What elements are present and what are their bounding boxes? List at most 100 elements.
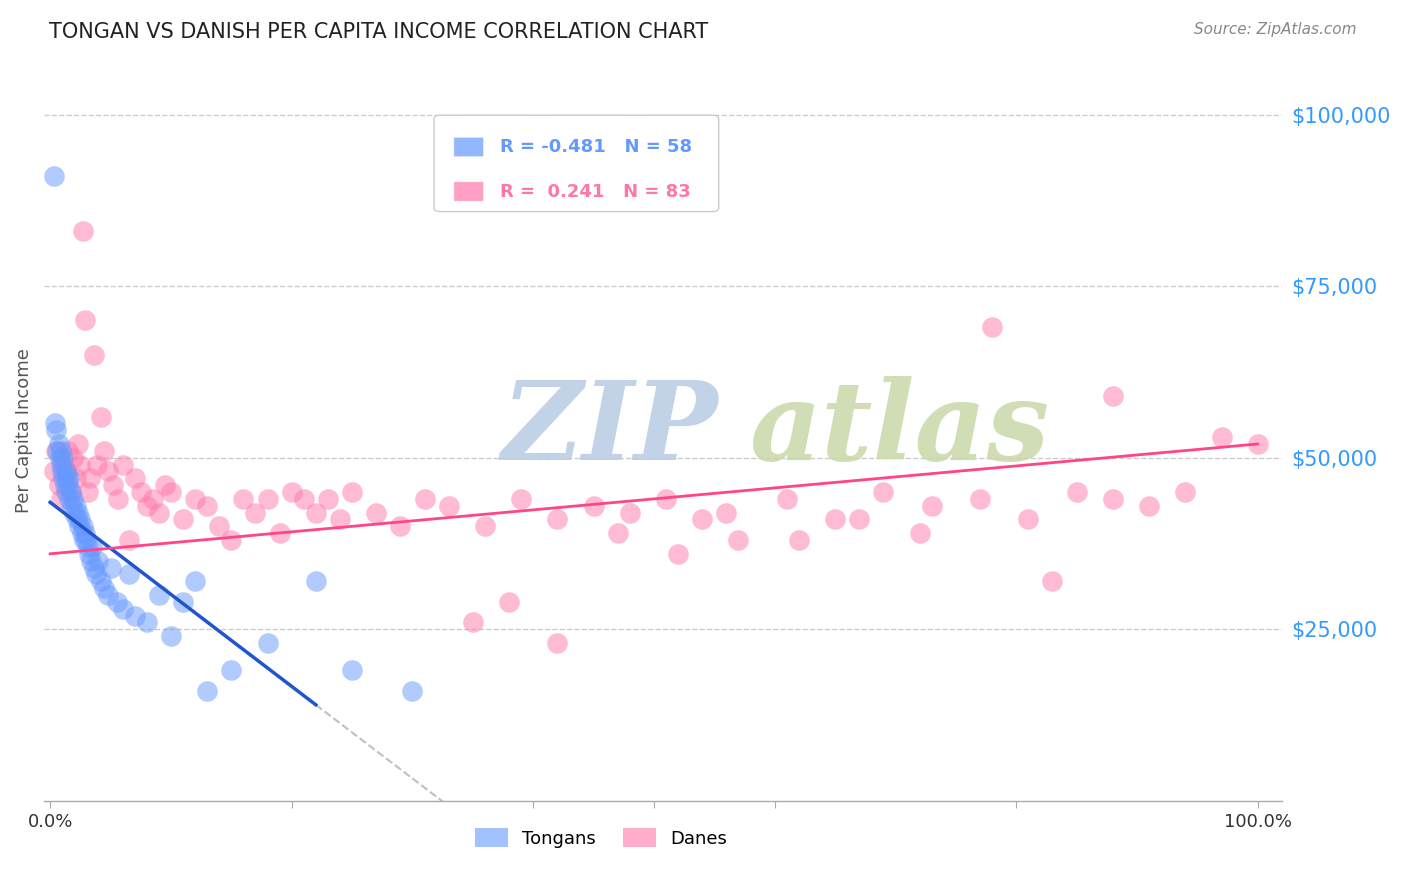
Tongans [66,506,89,520]
Tongans [62,491,84,506]
Danes [101,478,124,492]
Danes [969,491,991,506]
Tongans [76,540,98,554]
Danes [79,471,101,485]
Danes [93,443,115,458]
Text: TONGAN VS DANISH PER CAPITA INCOME CORRELATION CHART: TONGAN VS DANISH PER CAPITA INCOME CORRE… [49,22,709,42]
Danes [981,320,1004,334]
Danes [716,506,738,520]
Danes [619,506,641,520]
Danes [172,512,194,526]
Tongans [45,423,67,437]
Danes [1042,574,1064,589]
Danes [329,512,352,526]
Danes [316,491,339,506]
Tongans [49,443,72,458]
Danes [59,485,82,500]
Danes [52,458,75,472]
Tongans [100,560,122,574]
Danes [921,499,943,513]
Danes [498,595,520,609]
Danes [245,506,267,520]
Danes [474,519,496,533]
Danes [184,491,207,506]
Tongans [117,567,139,582]
Danes [107,491,129,506]
Danes [83,348,105,362]
Tongans [148,588,170,602]
Tongans [63,506,86,520]
Danes [1101,491,1123,506]
FancyBboxPatch shape [454,182,484,202]
Tongans [124,608,146,623]
Danes [135,499,157,513]
Tongans [55,485,77,500]
Tongans [65,499,87,513]
Tongans [67,519,90,533]
Tongans [49,450,72,465]
Danes [413,491,436,506]
Text: Source: ZipAtlas.com: Source: ZipAtlas.com [1194,22,1357,37]
Danes [666,547,689,561]
Danes [292,491,315,506]
Danes [90,409,112,424]
Tongans [105,595,128,609]
Tongans [70,526,93,541]
Danes [776,491,799,506]
Danes [221,533,243,547]
Danes [153,478,176,492]
Tongans [69,512,91,526]
Tongans [184,574,207,589]
Tongans [172,595,194,609]
Danes [86,458,108,472]
Danes [824,512,846,526]
Danes [48,478,70,492]
Tongans [60,499,83,513]
Tongans [97,588,120,602]
Y-axis label: Per Capita Income: Per Capita Income [15,348,32,513]
Danes [690,512,713,526]
Danes [546,512,568,526]
Danes [66,437,89,451]
Tongans [221,664,243,678]
Tongans [59,485,82,500]
Tongans [49,458,72,472]
Danes [461,615,484,630]
Danes [129,485,152,500]
Tongans [75,533,97,547]
Tongans [135,615,157,630]
Danes [727,533,749,547]
Danes [340,485,363,500]
Danes [69,458,91,472]
Tongans [72,519,94,533]
Danes [148,506,170,520]
Tongans [55,465,77,479]
Danes [510,491,533,506]
Tongans [42,169,65,184]
Tongans [195,684,218,698]
Danes [305,506,328,520]
Danes [208,519,231,533]
Tongans [340,664,363,678]
Text: R = -0.481   N = 58: R = -0.481 N = 58 [499,138,692,156]
Text: atlas: atlas [749,376,1050,484]
Danes [366,506,388,520]
Danes [111,458,134,472]
Danes [389,519,412,533]
Danes [1247,437,1270,451]
Danes [1017,512,1039,526]
Danes [872,485,894,500]
Tongans [77,547,100,561]
Tongans [52,450,75,465]
Danes [124,471,146,485]
Danes [1174,485,1197,500]
Danes [65,471,87,485]
Tongans [82,540,104,554]
Tongans [44,417,66,431]
Tongans [305,574,328,589]
Tongans [58,491,80,506]
Danes [42,465,65,479]
Tongans [48,437,70,451]
Danes [546,636,568,650]
Danes [58,443,80,458]
